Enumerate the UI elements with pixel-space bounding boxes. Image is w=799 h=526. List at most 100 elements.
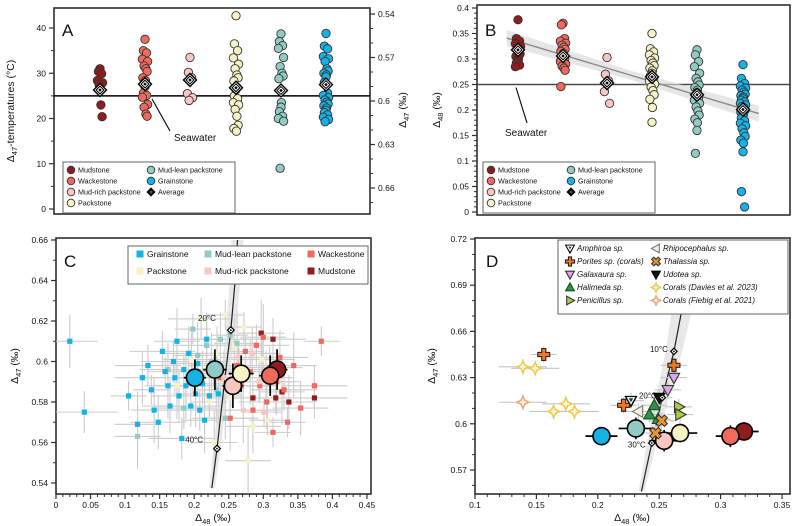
data-point-grainstone <box>199 381 206 387</box>
data-point-mud_rich <box>240 407 246 413</box>
average-marker <box>555 48 571 64</box>
data-point-mud_lean <box>276 29 286 39</box>
data-point-grainstone <box>322 44 333 54</box>
legend-label: Halimeda sp. <box>577 283 624 292</box>
legend-label: Average <box>578 188 605 197</box>
data-point-grainstone <box>204 336 210 342</box>
data-point-mud_lean <box>689 62 700 72</box>
panel-letter-b: B <box>485 21 496 40</box>
data-point-grainstone <box>736 186 747 197</box>
y-tick-a: 20 <box>37 114 47 124</box>
legend-label: Galaxaura sp. <box>577 270 627 279</box>
data-point-wackestone <box>242 348 248 354</box>
x-tick-d: 0.25 <box>651 500 668 510</box>
legend-label: Penicillus sp. <box>577 296 624 305</box>
data-point-packstone <box>250 423 256 429</box>
data-point-mud_lean <box>275 163 285 173</box>
data-point-wackestone <box>142 66 152 77</box>
data-point-mud_lean <box>692 118 703 128</box>
y-tick-d: 0.63 <box>450 373 467 383</box>
data-point-mud_rich <box>184 95 194 106</box>
average-circle-mud_lean <box>205 360 225 379</box>
legend-label: Corals (Fiebig et al. 2021) <box>663 296 755 305</box>
average-circle-packstone <box>670 423 690 443</box>
temp-marker-dot <box>215 447 219 450</box>
legend-label: Mudstone <box>318 266 356 276</box>
data-point-grainstone <box>162 369 168 375</box>
data-point-grainstone <box>81 409 87 415</box>
circle-marker <box>66 187 76 197</box>
average-circle-grainstone <box>185 368 205 388</box>
data-point-grainstone <box>188 403 194 409</box>
x-axis-label-c: Δ48 (‰) <box>195 512 231 526</box>
data-point-fiebig <box>515 394 531 411</box>
right-y-tick-a: 0.63 <box>378 140 395 150</box>
average-marker <box>566 187 576 197</box>
data-point-grainstone <box>738 147 748 157</box>
y-tick-b: 0.15 <box>452 131 469 141</box>
panel-a-legend: Mudstone Wackestone Mud-rich packstone Pack… <box>62 161 236 214</box>
circle-marker <box>486 198 496 208</box>
legend-label: Amphiroa sp. <box>576 244 624 253</box>
average-marker <box>644 69 660 85</box>
data-point-grainstone <box>195 360 201 367</box>
data-point-mudstone <box>311 395 318 401</box>
y-tick-a: 30 <box>37 68 47 78</box>
data-point-mudstone <box>270 336 276 342</box>
legend-label: Thalassia sp. <box>663 257 710 266</box>
panel-c-legend: Grainstone Mud-lean packstone Wackestone Pa… <box>127 245 369 285</box>
data-point-grainstone <box>197 407 203 413</box>
x-tick-d: 0.15 <box>528 500 545 510</box>
data-point-wackestone <box>142 111 152 121</box>
data-point-wackestone <box>277 354 283 361</box>
legend-swatch-udotea <box>650 270 662 281</box>
y-tick-a: 10 <box>37 159 47 169</box>
data-point-grainstone <box>181 367 187 373</box>
data-point-packstone <box>231 342 237 348</box>
data-point-mud_rich <box>221 375 227 381</box>
data-point-mud_rich <box>261 409 267 415</box>
legend-swatch-rhipocephalus <box>650 243 660 254</box>
data-point-grainstone <box>170 358 177 365</box>
right-y-tick-a: 0.54 <box>378 9 395 19</box>
seawater-label: Seawater <box>505 128 548 139</box>
x-tick-c: 0.05 <box>82 500 99 510</box>
data-point-grainstone <box>67 338 73 344</box>
x-tick-c: 0.25 <box>220 500 237 510</box>
temp-label: 40°C <box>185 435 203 444</box>
data-point-rhipocephalus <box>631 404 644 419</box>
average-circle-wackestone <box>260 366 280 385</box>
data-point-wackestone <box>311 383 318 389</box>
y-tick-d: 0.72 <box>450 234 467 244</box>
panel-letter-d: D <box>486 252 498 271</box>
data-point-penicillus <box>675 407 688 422</box>
legend-swatch-davies <box>649 281 663 294</box>
legend-label: Mudstone <box>78 166 110 175</box>
x-tick-c: 0.2 <box>188 500 200 510</box>
legend-swatch-wackestone <box>307 250 315 258</box>
average-marker <box>146 187 156 197</box>
data-point-mudstone <box>97 112 107 122</box>
circle-marker <box>66 198 76 208</box>
x-tick-c: 0.45 <box>359 500 376 510</box>
y-tick-d: 0.69 <box>450 280 467 290</box>
legend-label: Wackestone <box>318 249 365 259</box>
temp-label: 10°C <box>650 345 668 354</box>
data-point-packstone <box>228 53 239 63</box>
y-tick-b: 0.25 <box>452 80 469 90</box>
data-point-grainstone <box>320 117 330 127</box>
data-point-packstone <box>647 28 657 39</box>
legend-label: Wackestone <box>498 177 537 186</box>
y-tick-c: 0.62 <box>31 316 48 326</box>
y-tick-a: 0 <box>41 204 46 214</box>
data-point-grainstone <box>174 338 180 344</box>
y-tick-d: 0.66 <box>450 326 467 336</box>
legend-label: Porites sp. (corals) <box>577 257 644 266</box>
data-point-grainstone <box>321 28 331 39</box>
y-tick-b: 0.4 <box>457 3 469 13</box>
x-tick-c: 0.3 <box>257 500 269 510</box>
data-point-packstone <box>259 356 265 363</box>
data-point-wackestone <box>291 362 297 369</box>
circle-marker <box>566 176 576 186</box>
